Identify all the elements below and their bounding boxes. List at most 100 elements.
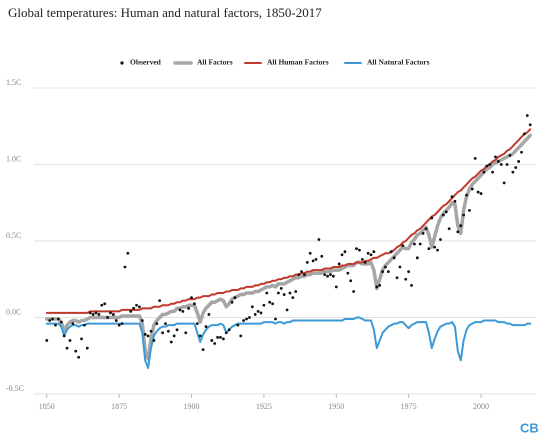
observed-point xyxy=(494,155,497,159)
observed-point xyxy=(413,242,416,246)
observed-point xyxy=(59,320,63,324)
observed-point xyxy=(77,355,81,359)
observed-point xyxy=(303,273,306,277)
x-tick-label: 1900 xyxy=(184,402,200,411)
observed-point xyxy=(430,216,434,220)
observed-point xyxy=(294,290,298,293)
observed-point xyxy=(308,251,312,255)
observed-point xyxy=(276,291,280,295)
observed-point xyxy=(363,261,367,264)
observed-point xyxy=(253,313,257,316)
observed-point xyxy=(476,190,480,194)
observed-point xyxy=(250,305,254,309)
observed-point xyxy=(523,132,526,136)
legend-item: Observed xyxy=(120,58,162,67)
observed-point xyxy=(138,305,141,309)
observed-point xyxy=(210,339,214,342)
series-line xyxy=(45,133,532,361)
observed-point xyxy=(132,306,136,310)
y-tick-label: 0.5C xyxy=(6,231,21,240)
observed-point xyxy=(381,270,384,273)
observed-point xyxy=(268,300,272,304)
observed-point xyxy=(355,247,358,251)
observed-point xyxy=(499,163,503,166)
chart-title: Global temperatures: Human and natural f… xyxy=(8,5,322,20)
series-line xyxy=(45,316,532,369)
observed-point xyxy=(297,273,301,277)
observed-point xyxy=(166,329,170,333)
observed-point xyxy=(271,302,274,306)
observed-point xyxy=(424,227,428,231)
observed-point xyxy=(462,213,466,217)
observed-point xyxy=(282,293,286,296)
observed-point xyxy=(201,348,205,352)
observed-point xyxy=(401,244,405,247)
observed-point xyxy=(291,296,295,300)
observed-point xyxy=(245,317,248,321)
observed-point xyxy=(54,323,57,327)
observed-point xyxy=(343,250,347,254)
observed-point xyxy=(427,247,431,251)
observed-point xyxy=(415,256,419,260)
observed-point xyxy=(314,257,318,261)
observed-point xyxy=(346,271,350,275)
observed-point xyxy=(485,164,489,168)
observed-point xyxy=(384,265,387,269)
observed-point xyxy=(300,270,303,273)
y-tick-label: 1.0C xyxy=(6,154,21,163)
observed-point xyxy=(178,308,182,312)
observed-point xyxy=(71,322,75,326)
observed-point xyxy=(502,181,506,185)
observed-point xyxy=(140,319,144,322)
observed-point xyxy=(85,346,89,350)
observed-point xyxy=(91,313,95,316)
observed-point xyxy=(439,238,442,241)
observed-point xyxy=(274,317,277,321)
observed-point xyxy=(407,270,411,273)
observed-point xyxy=(520,150,523,154)
x-tick-label: 1950 xyxy=(328,402,344,411)
observed-point xyxy=(123,265,127,269)
logo: CB xyxy=(520,420,539,435)
observed-point xyxy=(482,170,486,174)
observed-point xyxy=(511,170,515,174)
observed-point xyxy=(48,319,52,322)
observed-point xyxy=(114,319,118,322)
observed-point xyxy=(190,296,193,300)
observed-point xyxy=(221,337,225,341)
observed-point xyxy=(320,254,324,258)
observed-point xyxy=(146,334,150,338)
observed-point xyxy=(109,311,112,315)
observed-point xyxy=(410,283,413,287)
observed-point xyxy=(331,274,335,278)
observed-point xyxy=(259,311,263,315)
observed-point xyxy=(470,187,474,191)
observed-point xyxy=(453,199,457,203)
legend-item: All Natural Factors xyxy=(344,58,430,67)
observed-point xyxy=(491,170,494,174)
observed-point xyxy=(155,322,159,326)
observed-point xyxy=(473,156,477,160)
observed-point xyxy=(169,340,173,344)
y-tick-label: 0.0C xyxy=(6,307,21,316)
observed-point xyxy=(358,248,361,252)
observed-point xyxy=(111,313,115,316)
legend-marker xyxy=(120,61,124,65)
observed-point xyxy=(444,210,448,214)
observed-point xyxy=(323,273,327,277)
observed-point xyxy=(468,209,471,212)
observed-point xyxy=(126,251,130,255)
observed-point xyxy=(230,300,234,304)
observed-point xyxy=(224,331,228,335)
x-tick-label: 1925 xyxy=(256,402,272,411)
observed-point xyxy=(311,259,315,263)
observed-point xyxy=(65,346,69,350)
observed-point xyxy=(450,195,454,199)
observed-point xyxy=(213,342,217,345)
observed-point xyxy=(285,308,289,312)
observed-point xyxy=(161,331,164,335)
observed-point xyxy=(528,123,532,127)
observed-point xyxy=(456,230,460,234)
observed-point xyxy=(198,334,202,338)
legend-item: All Human Factors xyxy=(244,58,329,67)
